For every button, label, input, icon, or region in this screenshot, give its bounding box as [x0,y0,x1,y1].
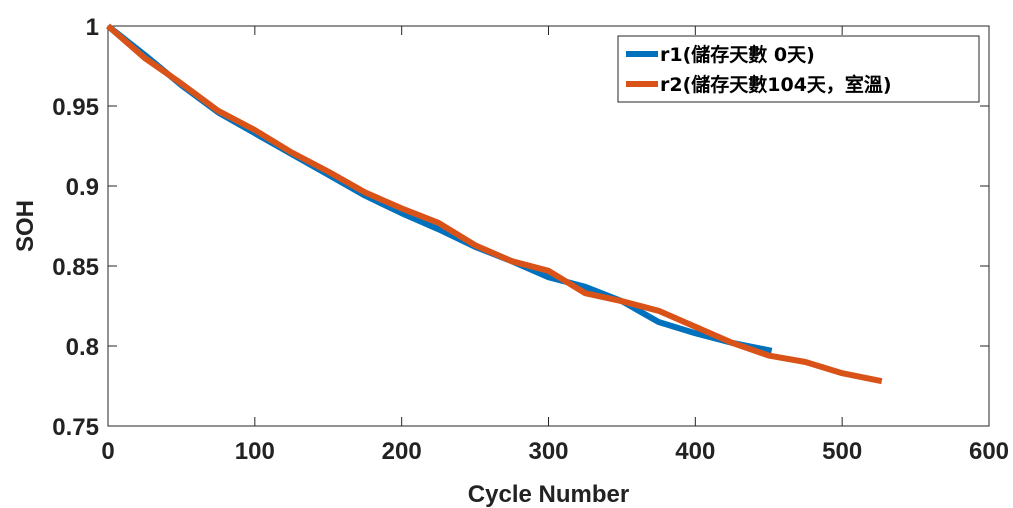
legend-box [617,35,980,103]
x-tick-label: 100 [235,438,275,465]
x-tick-label: 300 [528,438,568,465]
series-line-r2 [106,23,883,385]
y-tick-label: 0.75 [52,414,99,441]
legend-label-r1: r1(儲存天數 0天) [660,43,815,66]
legend: r1(儲存天數 0天) r2(儲存天數104天，室溫) [617,35,980,103]
x-tick-label: 200 [382,438,422,465]
x-axis: 0 100 200 300 400 500 600 [101,26,1009,465]
y-tick-label: 0.8 [66,334,99,361]
y-tick-label: 0.9 [66,174,99,201]
y-axis: 0.75 0.8 0.85 0.9 0.95 1 [52,14,989,441]
x-tick-label: 500 [822,438,862,465]
y-tick-label: 1 [86,14,99,41]
x-tick-label: 0 [101,438,114,465]
x-axis-label: Cycle Number [468,481,629,508]
x-tick-label: 400 [675,438,715,465]
y-axis-label: SOH [12,200,39,252]
legend-label-r2: r2(儲存天數104天，室溫) [660,73,892,96]
y-tick-label: 0.85 [52,254,99,281]
x-tick-label: 600 [969,438,1009,465]
series-layer [106,23,883,385]
y-tick-label: 0.95 [52,94,99,121]
